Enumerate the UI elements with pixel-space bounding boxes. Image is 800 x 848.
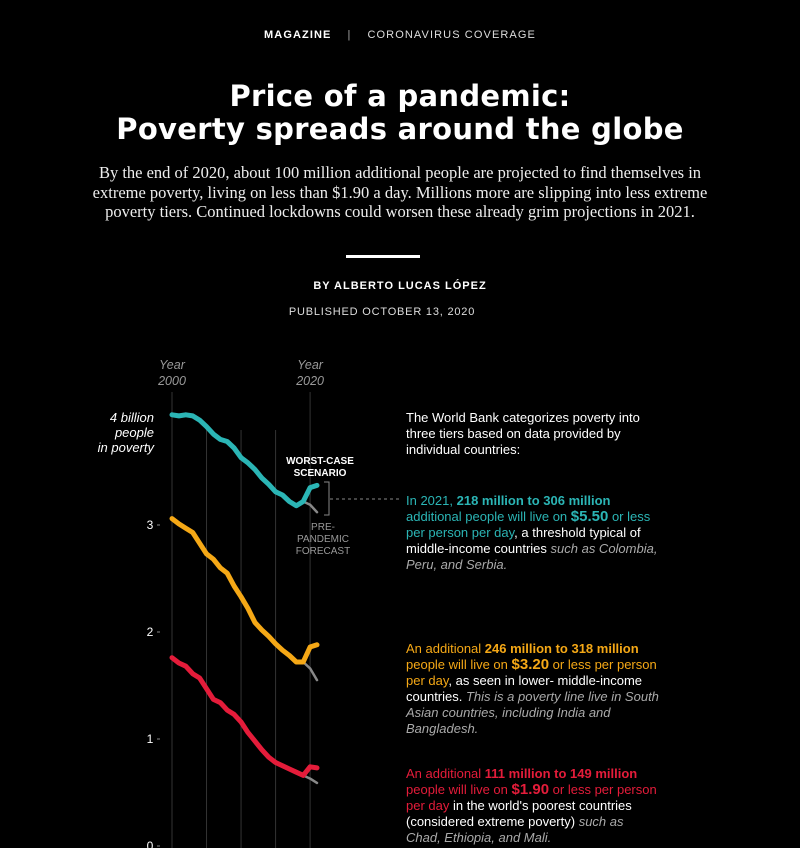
nav-separator: | (347, 29, 352, 41)
teal-amount: $5.50 (570, 508, 609, 525)
orange-text-3: or less per person per day (406, 657, 657, 688)
pre-pandemic-label-line: PRE- (311, 522, 335, 533)
worst-case-label-line: WORST-CASE (286, 456, 354, 467)
nav-magazine-link[interactable]: MAGAZINE (264, 29, 332, 41)
top-nav: MAGAZINE | CORONAVIRUS COVERAGE (0, 29, 800, 41)
red-text-4: in the world's poorest countries (consid… (406, 798, 632, 829)
pre-pandemic-label-line: FORECAST (296, 546, 350, 557)
x-tick-label-year: 2000 (157, 374, 186, 388)
y-tick-label: 3 (147, 518, 154, 532)
red-text-1: An additional (406, 766, 485, 781)
series-line-orange (169, 516, 320, 665)
orange-range: 246 million to 318 million (484, 641, 639, 656)
red-examples: such as Chad, Ethiopia, and Mali. (406, 814, 624, 845)
page-title: Price of a pandemic: Poverty spreads aro… (0, 80, 800, 146)
series-line-teal (169, 412, 320, 509)
annotation-teal: In 2021, 218 million to 306 million addi… (406, 493, 660, 573)
series-line-red (169, 655, 320, 778)
orange-text-2: people will live on (406, 657, 512, 672)
y-tick-label: 2 (147, 625, 154, 639)
y-axis-label-line: people (114, 425, 154, 440)
pre-pandemic-label-line: PANDEMIC (297, 534, 349, 545)
red-text-2: people will live on (406, 782, 512, 797)
red-text-3: or less per person per day (406, 782, 657, 813)
x-tick-label-year: 2020 (295, 374, 324, 388)
x-tick-label-top: Year (297, 358, 324, 372)
annotation-orange: An additional 246 million to 318 million… (406, 641, 660, 737)
red-amount: $1.90 (511, 781, 550, 798)
orange-text-4: , as seen in lower- middle-income countr… (406, 673, 643, 704)
orange-examples: This is a poverty line live in South Asi… (406, 689, 659, 736)
y-tick-label: 0 (147, 839, 154, 848)
byline: BY ALBERTO LUCAS LÓPEZ (313, 280, 487, 292)
annotation-intro: The World Bank categorizes poverty into … (406, 410, 640, 457)
teal-text-1: In 2021, (406, 493, 457, 508)
teal-range: 218 million to 306 million (456, 493, 611, 508)
title-divider (346, 255, 420, 258)
title-line-2: Poverty spreads around the globe (116, 112, 684, 146)
teal-text-4: , a threshold typical of middle-income c… (406, 525, 641, 556)
annotation-red: An additional 111 million to 149 million… (406, 766, 660, 846)
teal-examples: such as Colombia, Peru, and Serbia. (406, 541, 658, 572)
x-tick-label-top: Year (159, 358, 186, 372)
title-line-1: Price of a pandemic: (229, 79, 571, 113)
publish-date: PUBLISHED OCTOBER 13, 2020 (288, 306, 476, 318)
range-bracket (324, 481, 330, 516)
pre-pandemic-forecast-line-orange (301, 660, 319, 682)
nav-coverage-link[interactable]: CORONAVIRUS COVERAGE (367, 29, 536, 41)
y-axis-label-line: in poverty (98, 440, 156, 455)
orange-text-1: An additional (406, 641, 485, 656)
orange-amount: $3.20 (511, 656, 550, 673)
teal-text-2: additional people will live on (406, 509, 571, 524)
worst-case-label-line: SCENARIO (294, 468, 347, 479)
y-axis-label-line: 4 billion (110, 410, 154, 425)
red-range: 111 million to 149 million (484, 766, 638, 781)
teal-text-3: or less per person per day (406, 509, 651, 540)
intro-paragraph: By the end of 2020, about 100 million ad… (92, 163, 708, 221)
y-tick-label: 1 (147, 732, 154, 746)
pre-pandemic-forecast-line-teal (301, 500, 319, 514)
